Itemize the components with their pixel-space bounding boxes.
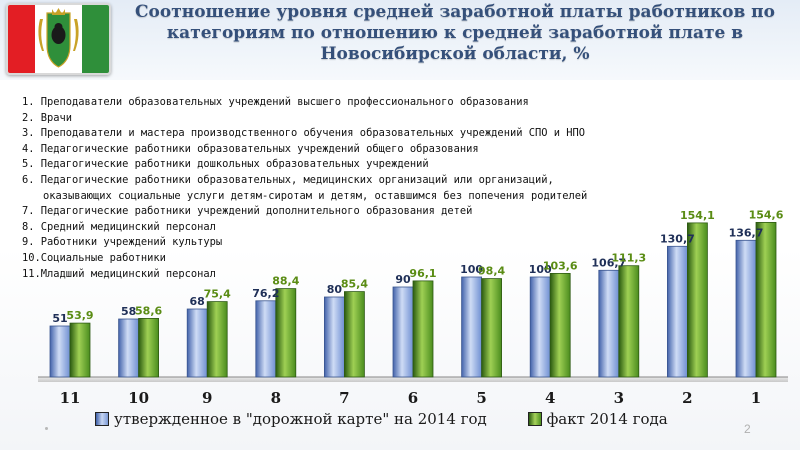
bar-plan: [323, 296, 345, 378]
x-tick-label: 3: [614, 389, 624, 407]
bar-plan: [392, 286, 414, 378]
data-label-fact: 88,4: [272, 275, 299, 288]
bar-fact: [687, 222, 708, 378]
data-label-plan: 51: [52, 312, 67, 325]
category-legend-item: 11.Младший медицинский персонал: [22, 267, 216, 280]
x-tick-label: 1: [751, 389, 761, 407]
data-label-plan: 68: [190, 295, 205, 308]
data-label-plan: 130,7: [660, 232, 695, 245]
bar-fact: [275, 288, 297, 378]
data-label-plan: 100: [529, 263, 552, 276]
x-tick-label: 5: [476, 389, 486, 407]
data-label-fact: 154,1: [680, 209, 715, 222]
category-legend-list: 1. Преподаватели образовательных учрежде…: [22, 95, 792, 282]
category-legend-item-continuation: оказывающих социальные услуги детям-сиро…: [43, 189, 588, 202]
legend-swatch-fact: [527, 412, 542, 426]
coat-of-arms-icon: [6, 3, 111, 75]
x-tick-label: 4: [545, 389, 555, 407]
legend-item-plan: утвержденное в "дорожной карте" на 2014 …: [95, 410, 487, 428]
data-label-fact: 75,4: [204, 288, 231, 301]
page-title: Соотношение уровня средней заработной пл…: [135, 2, 775, 64]
bar-plan: [461, 276, 483, 378]
bar-plan: [118, 318, 139, 378]
data-label-plan: 136,7: [729, 226, 764, 239]
data-label-fact: 85,4: [341, 278, 368, 291]
bar-plan: [49, 325, 71, 378]
legend-label-plan: утвержденное в "дорожной карте" на 2014 …: [114, 410, 487, 428]
title-band: [0, 0, 800, 80]
category-legend-item: 10.Социальные работники: [22, 251, 166, 264]
bar-fact: [69, 322, 91, 378]
series-legend: утвержденное в "дорожной карте" на 2014 …: [95, 410, 704, 430]
data-label-fact: 98,4: [478, 265, 505, 278]
bar-fact: [343, 291, 365, 378]
data-label-fact: 96,1: [409, 267, 436, 280]
legend-label-fact: факт 2014 года: [546, 410, 668, 428]
category-legend-item: 2. Врачи: [22, 111, 73, 124]
category-legend-item: 9. Работники учреждений культуры: [22, 236, 223, 249]
bar-fact: [206, 301, 228, 378]
category-legend-item: 7. Педагогические работники учреждений д…: [22, 205, 473, 218]
data-label-plan: 100: [460, 263, 483, 276]
data-label-fact: 53,9: [66, 309, 93, 322]
data-label-fact: 154,6: [749, 208, 784, 221]
data-label-plan: 90: [395, 273, 411, 286]
x-tick-label: 6: [408, 389, 418, 407]
category-legend-item: 8. Средний медицинский персонал: [22, 220, 216, 233]
page-number: 2: [744, 422, 751, 436]
bar-plan: [529, 276, 551, 378]
bar-fact: [481, 278, 503, 378]
data-label-plan: 58: [121, 305, 136, 318]
bar-fact: [138, 317, 160, 378]
x-tick-label: 10: [128, 389, 149, 407]
bar-plan: [667, 245, 688, 378]
x-tick-label: 9: [202, 389, 212, 407]
category-legend-item: 6. Педагогические работники образователь…: [22, 173, 554, 186]
x-tick-label: 11: [60, 389, 81, 407]
data-label-plan: 76,2: [252, 287, 279, 300]
bar-fact: [412, 280, 434, 378]
chart-floor: [38, 377, 788, 382]
category-legend-item: 3. Преподаватели и мастера производствен…: [22, 127, 586, 140]
bar-fact: [618, 265, 640, 378]
bar-fact: [549, 272, 571, 378]
category-legend-item: 1. Преподаватели образовательных учрежде…: [22, 96, 529, 108]
legend-swatch-plan: [95, 412, 109, 426]
bar-plan: [186, 308, 208, 378]
category-legend-item: 4. Педагогические работники образователь…: [22, 142, 479, 155]
x-tick-label: 8: [271, 389, 281, 407]
data-label-fact: 103,6: [543, 259, 578, 272]
bar-plan: [735, 239, 757, 378]
data-label-fact: 111,3: [611, 252, 646, 265]
bar-plan: [598, 269, 620, 378]
legend-item-fact: факт 2014 года: [527, 410, 668, 428]
slide-dot: [45, 427, 48, 430]
bar-fact: [755, 221, 777, 378]
data-label-plan: 106,7: [591, 256, 626, 269]
bar-plan: [255, 300, 277, 378]
x-tick-label: 2: [682, 389, 692, 407]
category-legend-item: 5. Педагогические работники дошкольных о…: [22, 158, 429, 171]
data-label-plan: 80: [327, 283, 343, 296]
data-label-fact: 58,6: [135, 304, 162, 317]
x-tick-label: 7: [339, 389, 349, 407]
